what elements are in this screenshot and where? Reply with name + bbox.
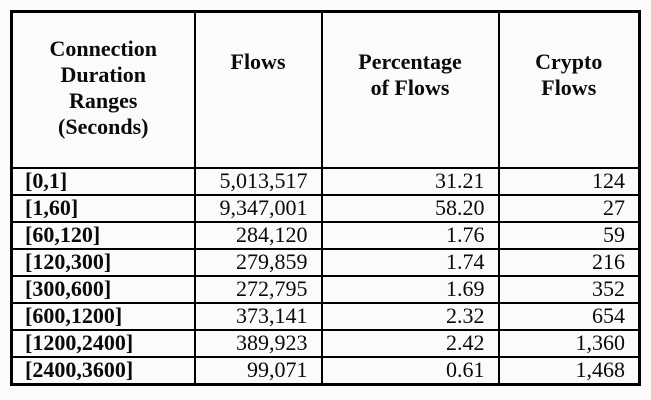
col-header-label: Crypto Flows xyxy=(535,49,603,100)
cell-crypto-flows: 1,468 xyxy=(497,355,641,385)
cell-flows: 284,120 xyxy=(193,220,323,250)
cell-percentage: 0.61 xyxy=(320,355,500,385)
table-row: [1200,2400] 389,923 2.42 1,360 xyxy=(10,328,641,358)
cell-duration-range: [1200,2400] xyxy=(10,328,196,358)
col-header-label: Flows xyxy=(230,49,286,74)
connection-duration-table-container: Connection Duration Ranges (Seconds) Flo… xyxy=(10,10,641,386)
cell-duration-range: [0,1] xyxy=(10,166,196,196)
cell-crypto-flows: 216 xyxy=(497,247,641,277)
cell-duration-range: [600,1200] xyxy=(10,301,196,331)
cell-crypto-flows: 352 xyxy=(497,274,641,304)
col-header-flows: Flows xyxy=(193,10,323,169)
cell-flows: 5,013,517 xyxy=(193,166,323,196)
cell-crypto-flows: 124 xyxy=(497,166,641,196)
cell-crypto-flows: 27 xyxy=(497,193,641,223)
col-header-label: Connection Duration Ranges (Seconds) xyxy=(49,36,158,139)
cell-percentage: 1.74 xyxy=(320,247,500,277)
table-row: [0,1] 5,013,517 31.21 124 xyxy=(10,166,641,196)
cell-flows: 389,923 xyxy=(193,328,323,358)
col-header-percentage-of-flows: Percentage of Flows xyxy=(320,10,500,169)
cell-duration-range: [120,300] xyxy=(10,247,196,277)
cell-percentage: 1.69 xyxy=(320,274,500,304)
cell-percentage: 31.21 xyxy=(320,166,500,196)
table-row: [60,120] 284,120 1.76 59 xyxy=(10,220,641,250)
col-header-crypto-flows: Crypto Flows xyxy=(497,10,641,169)
table-row: [300,600] 272,795 1.69 352 xyxy=(10,274,641,304)
table-row: [600,1200] 373,141 2.32 654 xyxy=(10,301,641,331)
header-row: Connection Duration Ranges (Seconds) Flo… xyxy=(10,10,641,169)
cell-flows: 99,071 xyxy=(193,355,323,385)
connection-duration-table: Connection Duration Ranges (Seconds) Flo… xyxy=(10,10,641,386)
cell-percentage: 58.20 xyxy=(320,193,500,223)
cell-flows: 279,859 xyxy=(193,247,323,277)
cell-duration-range: [1,60] xyxy=(10,193,196,223)
cell-flows: 272,795 xyxy=(193,274,323,304)
col-header-duration-ranges: Connection Duration Ranges (Seconds) xyxy=(10,10,196,169)
cell-duration-range: [60,120] xyxy=(10,220,196,250)
table-row: [1,60] 9,347,001 58.20 27 xyxy=(10,193,641,223)
cell-flows: 9,347,001 xyxy=(193,193,323,223)
table-row: [120,300] 279,859 1.74 216 xyxy=(10,247,641,277)
cell-percentage: 2.32 xyxy=(320,301,500,331)
cell-duration-range: [2400,3600] xyxy=(10,355,196,385)
cell-crypto-flows: 59 xyxy=(497,220,641,250)
cell-duration-range: [300,600] xyxy=(10,274,196,304)
cell-crypto-flows: 654 xyxy=(497,301,641,331)
table-body: [0,1] 5,013,517 31.21 124 [1,60] 9,347,0… xyxy=(10,166,641,385)
cell-percentage: 2.42 xyxy=(320,328,500,358)
cell-crypto-flows: 1,360 xyxy=(497,328,641,358)
col-header-label: Percentage of Flows xyxy=(358,49,462,100)
table-header: Connection Duration Ranges (Seconds) Flo… xyxy=(10,10,641,169)
cell-percentage: 1.76 xyxy=(320,220,500,250)
table-row: [2400,3600] 99,071 0.61 1,468 xyxy=(10,355,641,385)
cell-flows: 373,141 xyxy=(193,301,323,331)
